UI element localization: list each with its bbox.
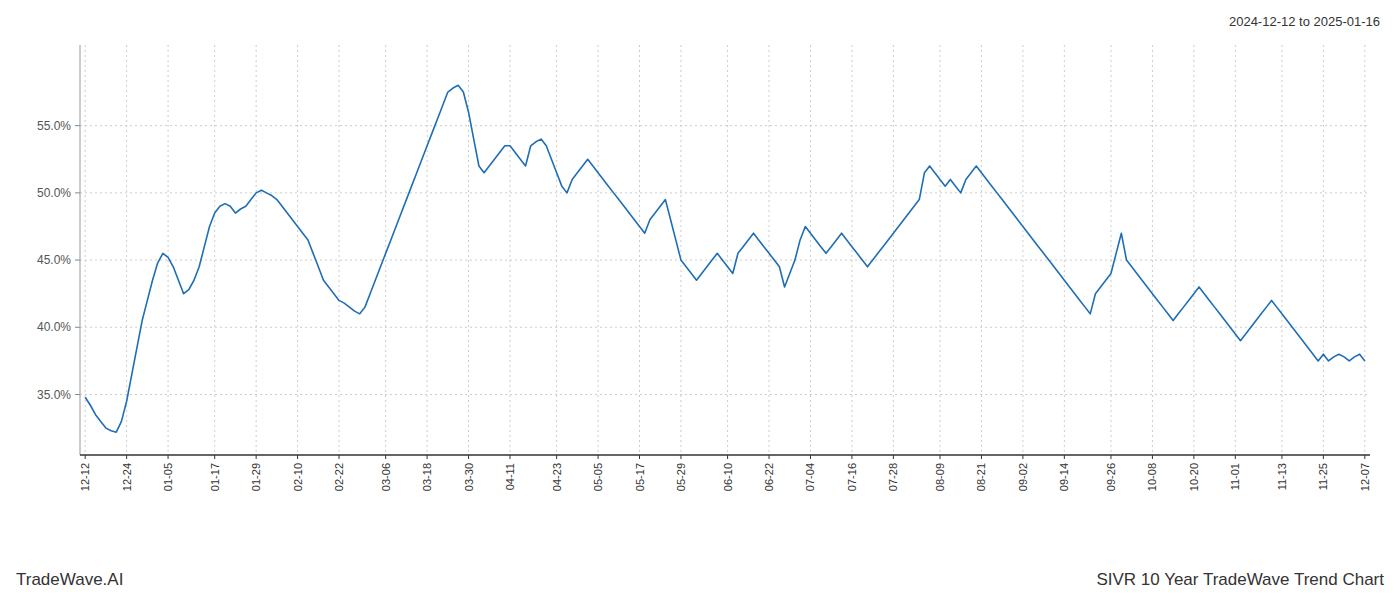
x-tick-label: 09-02 — [1017, 463, 1029, 491]
x-grid-line — [214, 45, 215, 455]
y-tick — [75, 192, 80, 193]
y-tick — [75, 125, 80, 126]
x-grid-line — [893, 45, 894, 455]
x-grid-line — [556, 45, 557, 455]
x-grid-line — [1022, 45, 1023, 455]
x-tick-label: 11-25 — [1317, 463, 1329, 490]
x-grid-line — [981, 45, 982, 455]
x-grid-line — [680, 45, 681, 455]
y-tick — [75, 327, 80, 328]
background — [0, 0, 1400, 600]
plot-area — [85, 85, 1365, 432]
x-grid-line — [256, 45, 257, 455]
subtitle: 2024-12-12 to 2025-01-16 — [1229, 14, 1380, 29]
y-grid-line — [80, 192, 1370, 193]
y-tick-label: 45.0% — [37, 253, 71, 267]
x-grid-line — [639, 45, 640, 455]
x-tick-label: 09-26 — [1105, 463, 1117, 491]
x-grid-line — [427, 45, 428, 455]
x-tick-label: 10-08 — [1146, 463, 1158, 491]
x-grid-line — [1323, 45, 1324, 455]
x-tick-label: 01-17 — [209, 463, 221, 491]
annotation: TradeWave.AI — [16, 570, 123, 589]
x-grid-line — [1110, 45, 1111, 455]
x-tick-label: 02-10 — [292, 463, 304, 491]
x-tick-label: 04-11 — [504, 463, 516, 490]
y-tick-label: 50.0% — [37, 186, 71, 200]
y-grid-line — [80, 260, 1370, 261]
axes: 35.0% 40.0% 45.0% 50.0% 55.0% 12-12 12-24 01-05… — [37, 45, 1371, 491]
x-tick-label: 07-04 — [804, 463, 816, 491]
x-grid-line — [510, 45, 511, 455]
x-tick-label: 04-23 — [551, 463, 563, 491]
x-grid-line — [1064, 45, 1065, 455]
x-tick-label: 08-09 — [934, 463, 946, 491]
x-tick-label: 05-17 — [634, 463, 646, 491]
x-tick-label: 01-05 — [162, 463, 174, 491]
y-tick — [75, 260, 80, 261]
x-tick-label: 12-12 — [79, 463, 91, 491]
x-grid-line — [1364, 45, 1365, 455]
x-tick-label: 12-24 — [121, 463, 133, 491]
x-grid-line — [940, 45, 941, 455]
x-grid-line — [385, 45, 386, 455]
line — [85, 85, 1365, 432]
x-tick-label: 03-06 — [380, 463, 392, 491]
y-tick-label: 55.0% — [37, 119, 71, 133]
x-grid-line — [1281, 45, 1282, 455]
x-grid-line — [810, 45, 811, 455]
x-axis-line — [80, 454, 1370, 456]
x-tick-label: 02-22 — [333, 463, 345, 491]
x-tick-label: 07-28 — [887, 463, 899, 491]
x-grid-line — [1193, 45, 1194, 455]
x-grid-line — [126, 45, 127, 455]
x-tick-label: 05-29 — [675, 463, 687, 491]
x-tick-label: 06-22 — [763, 463, 775, 491]
x-tick-label: 10-20 — [1188, 463, 1200, 491]
x-tick-label: 11-13 — [1276, 463, 1288, 490]
x-tick-label: 05-05 — [592, 463, 604, 491]
y-grid-line — [80, 394, 1370, 395]
x-grid-line — [769, 45, 770, 455]
x-grid-line — [1235, 45, 1236, 455]
x-tick-label: 07-16 — [846, 463, 858, 491]
y-axis-line — [80, 45, 81, 455]
x-tick-label: 11-01 — [1229, 463, 1241, 490]
x-grid-line — [85, 45, 86, 455]
y-tick — [75, 394, 80, 395]
x-tick-label: 08-21 — [975, 463, 987, 491]
x-grid-line — [468, 45, 469, 455]
x-grid-line — [297, 45, 298, 455]
x-grid-line — [598, 45, 599, 455]
grid — [80, 45, 1370, 455]
y-tick-label: 40.0% — [37, 320, 71, 334]
x-tick-label: 01-29 — [250, 463, 262, 491]
chart: 35.0% 40.0% 45.0% 50.0% 55.0% 12-12 12-24 01-05… — [0, 0, 1400, 600]
x-grid-line — [339, 45, 340, 455]
x-grid-line — [851, 45, 852, 455]
x-tick-label: 03-30 — [463, 463, 475, 491]
title: SIVR 10 Year TradeWave Trend Chart — [1096, 570, 1384, 589]
x-tick-label: 12-07 — [1359, 463, 1371, 491]
y-tick-label: 35.0% — [37, 388, 71, 402]
y-grid-line — [80, 327, 1370, 328]
x-grid-line — [1152, 45, 1153, 455]
x-grid-line — [727, 45, 728, 455]
y-grid-line — [80, 125, 1370, 126]
x-tick-label: 06-10 — [722, 463, 734, 491]
x-tick-label: 03-18 — [421, 463, 433, 491]
x-grid-line — [168, 45, 169, 455]
x-tick-label: 09-14 — [1058, 463, 1070, 491]
